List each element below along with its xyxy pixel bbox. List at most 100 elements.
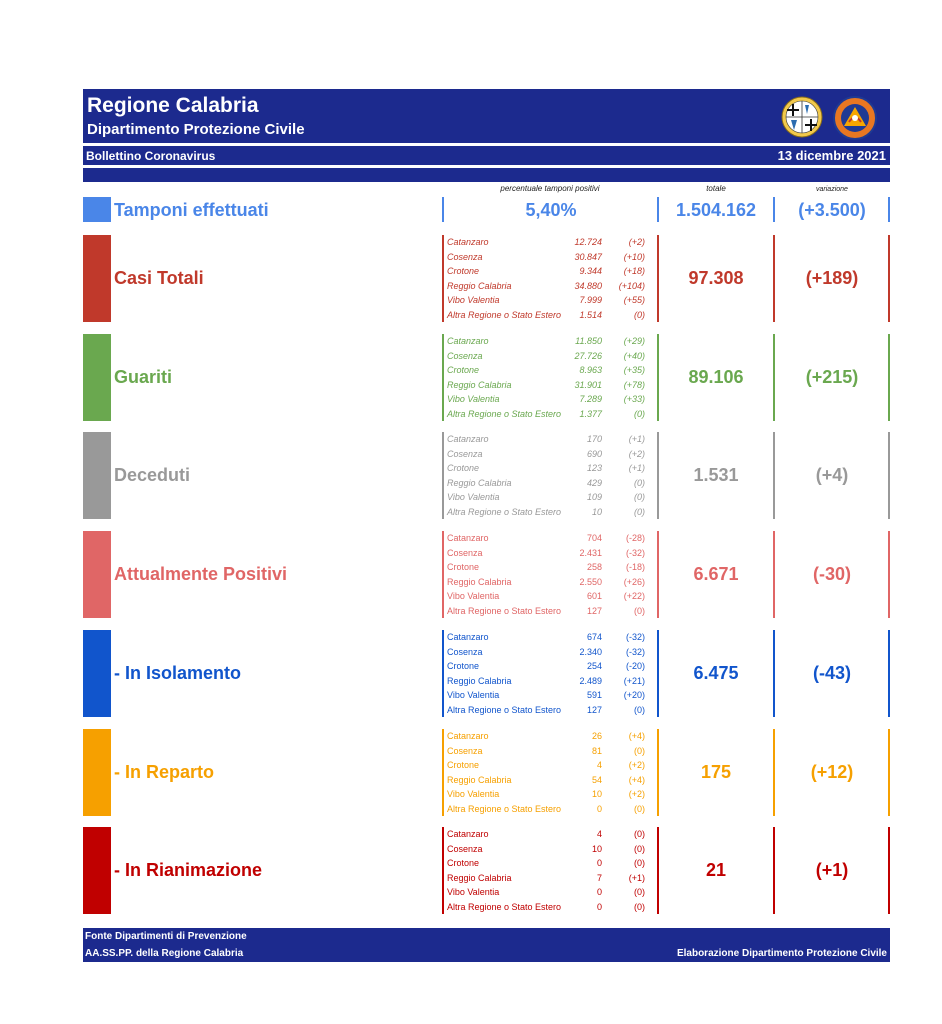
section-label: Deceduti xyxy=(114,465,191,485)
section-label: Attualmente Positivi xyxy=(114,564,288,584)
region-value: 12.724 xyxy=(574,237,602,247)
region-delta: (+26) xyxy=(623,576,645,587)
region-delta: (+1) xyxy=(628,434,645,444)
region-value: 4 xyxy=(596,829,602,839)
section-divider xyxy=(773,531,775,618)
region-value: 34.880 xyxy=(574,280,602,291)
region-delta: (+2) xyxy=(628,237,645,247)
region-value: 690 xyxy=(586,448,602,459)
region-row: Cosenza 81 (0) xyxy=(447,744,657,759)
region-delta: (+18) xyxy=(623,266,645,277)
section-divider xyxy=(888,729,890,816)
region-row: Altra Regione o Stato Estero 1.514 (0) xyxy=(447,308,657,323)
section-label: Casi Totali xyxy=(114,268,204,288)
region-delta: (+20) xyxy=(623,690,645,701)
region-delta: (-28) xyxy=(625,533,645,543)
section-divider xyxy=(773,729,775,816)
region-name: Reggio Calabria xyxy=(447,576,512,587)
region-row: Reggio Calabria 34.880 (+104) xyxy=(447,279,657,294)
region-delta: (0) xyxy=(634,477,645,488)
region-row: Reggio Calabria 429 (0) xyxy=(447,476,657,491)
section-divider xyxy=(442,432,444,519)
region-value: 10 xyxy=(591,506,602,517)
region-delta: (-18) xyxy=(625,562,645,573)
region-value: 11.850 xyxy=(575,336,602,346)
region-delta: (+22) xyxy=(623,591,645,602)
bulletin-bar: Bollettino Coronavirus 13 dicembre 2021 xyxy=(83,146,890,165)
region-table: Catanzaro 26 (+4) Cosenza 81 (0) Crotone 4 (+2) R… xyxy=(447,729,657,817)
region-row: Crotone 123 (+1) xyxy=(447,461,657,476)
region-name: Altra Regione o Stato Estero xyxy=(447,605,562,616)
region-value: 0 xyxy=(596,803,602,814)
region-name: Vibo Valentia xyxy=(447,492,500,503)
region-value: 429 xyxy=(586,477,602,488)
region-row: Cosenza 2.431 (-32) xyxy=(447,546,657,561)
region-row: Cosenza 30.847 (+10) xyxy=(447,250,657,265)
region-name: Cosenza xyxy=(447,843,483,854)
region-row: Cosenza 10 (0) xyxy=(447,842,657,857)
region-row: Vibo Valentia 7.999 (+55) xyxy=(447,293,657,308)
section-divider xyxy=(773,235,775,322)
region-row: Crotone 254 (-20) xyxy=(447,659,657,674)
region-row: Reggio Calabria 54 (+4) xyxy=(447,773,657,788)
region-delta: (0) xyxy=(634,829,645,839)
region-name: Crotone xyxy=(447,858,480,869)
section-divider xyxy=(888,531,890,618)
region-table: Catanzaro 674 (-32) Cosenza 2.340 (-32) Croton… xyxy=(447,630,657,718)
region-name: Cosenza xyxy=(447,745,483,756)
region-row: Altra Regione o Stato Estero 10 (0) xyxy=(447,505,657,520)
region-value: 2.489 xyxy=(579,675,602,686)
region-name: Reggio Calabria xyxy=(447,477,512,488)
section-divider xyxy=(888,235,890,322)
section-delta: (-43) xyxy=(812,663,851,683)
region-name: Crotone xyxy=(447,463,480,474)
region-delta: (+104) xyxy=(618,280,645,291)
region-row: Altra Regione o Stato Estero 1.377 (0) xyxy=(447,407,657,422)
region-delta: (+4) xyxy=(628,731,645,741)
section-label: - In Isolamento xyxy=(114,663,242,683)
section-total: 1.531 xyxy=(693,465,739,485)
region-name: Reggio Calabria xyxy=(447,774,512,785)
page-title: Regione Calabria xyxy=(87,94,259,117)
region-row: Cosenza 27.726 (+40) xyxy=(447,349,657,364)
region-row: Crotone 258 (-18) xyxy=(447,560,657,575)
region-row: Reggio Calabria 7 (+1) xyxy=(447,871,657,886)
region-value: 0 xyxy=(596,901,602,912)
region-row: Vibo Valentia 7.289 (+33) xyxy=(447,392,657,407)
region-value: 1.514 xyxy=(579,309,602,320)
region-delta: (0) xyxy=(634,858,645,869)
region-value: 170 xyxy=(586,434,602,444)
region-name: Cosenza xyxy=(447,646,483,657)
region-value: 0 xyxy=(596,858,602,869)
section-color-block xyxy=(83,235,111,322)
region-name: Reggio Calabria xyxy=(447,872,512,883)
region-name: Altra Regione o Stato Estero xyxy=(447,506,562,517)
region-table: Catanzaro 11.850 (+29) Cosenza 27.726 (+40) Cr… xyxy=(447,334,657,422)
region-delta: (0) xyxy=(634,408,645,419)
section-divider xyxy=(773,432,775,519)
section-divider xyxy=(657,729,659,816)
section-delta: (+215) xyxy=(805,367,859,387)
pct-column-caption: percentuale tamponi positivi xyxy=(500,184,600,193)
region-delta: (+35) xyxy=(623,365,645,376)
region-delta: (+2) xyxy=(628,760,645,771)
region-row: Vibo Valentia 10 (+2) xyxy=(447,787,657,802)
region-table: Catanzaro 4 (0) Cosenza 10 (0) Crotone 0 (0) Regg… xyxy=(447,827,657,915)
total-column-caption: totale xyxy=(706,184,726,193)
region-value: 9.344 xyxy=(579,266,602,277)
region-row: Altra Regione o Stato Estero 127 (0) xyxy=(447,703,657,718)
region-value: 674 xyxy=(586,632,602,642)
tamponi-delta: (+3.500) xyxy=(798,200,866,220)
section-divider xyxy=(888,827,890,914)
region-name: Vibo Valentia xyxy=(447,887,500,898)
region-value: 1.377 xyxy=(579,408,602,419)
separator-bar xyxy=(83,168,890,182)
section-divider xyxy=(888,432,890,519)
section-divider xyxy=(442,531,444,618)
tamponi-divider xyxy=(442,197,444,222)
region-value: 601 xyxy=(586,591,602,602)
region-row: Cosenza 690 (+2) xyxy=(447,447,657,462)
region-name: Altra Regione o Stato Estero xyxy=(447,309,562,320)
region-name: Catanzaro xyxy=(447,533,489,543)
region-row: Cosenza 2.340 (-32) xyxy=(447,645,657,660)
